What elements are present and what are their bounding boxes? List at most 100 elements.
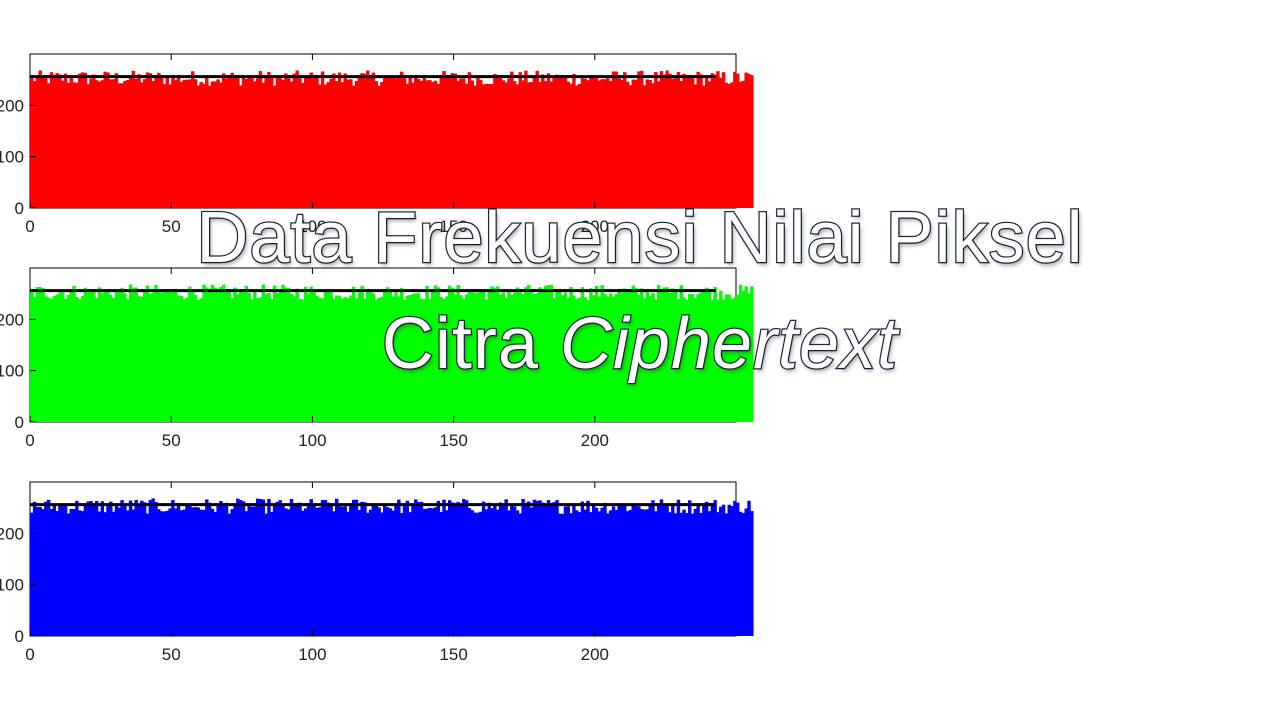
histogram-bar: [351, 286, 356, 422]
histogram-bar: [216, 503, 220, 636]
histogram-bar: [176, 75, 181, 208]
histogram-bar: [354, 80, 359, 208]
histogram-bars: [30, 284, 754, 422]
histogram-bar: [377, 507, 381, 636]
histogram-bar: [608, 293, 613, 422]
histogram-bar: [35, 506, 40, 636]
histogram-bar: [179, 510, 184, 636]
histogram-bar: [278, 290, 282, 422]
histogram-bar: [736, 73, 740, 208]
histogram-bar: [202, 509, 206, 636]
histogram-bar: [484, 299, 489, 422]
histogram-bar: [546, 73, 551, 208]
histogram-panel-3: 0 50 100 150 200 0 100 200: [0, 481, 754, 664]
histogram-bar: [332, 511, 336, 636]
histogram-bar: [142, 502, 147, 636]
histogram-bar: [738, 284, 743, 422]
histogram-bar: [484, 83, 489, 208]
histogram-bar: [230, 297, 234, 422]
histogram-bar: [261, 82, 265, 208]
histogram-bar: [258, 498, 263, 636]
histogram-bar: [83, 505, 88, 636]
histogram-bar: [501, 504, 506, 636]
histogram-bar: [603, 293, 607, 422]
x-tick-label: 50: [162, 645, 181, 664]
histogram-bar: [521, 293, 525, 422]
histogram-bar: [323, 84, 328, 208]
histogram-bar: [250, 75, 254, 208]
histogram-bar: [363, 73, 367, 209]
histogram-bar: [117, 507, 121, 636]
histogram-bar: [580, 287, 585, 422]
histogram-bar: [490, 286, 494, 422]
histogram-bar: [374, 81, 378, 208]
histogram-bar: [131, 70, 136, 208]
histogram-bar: [498, 75, 503, 208]
histogram-bar: [450, 287, 455, 422]
histogram-bar: [303, 286, 308, 422]
histogram-bar: [606, 296, 610, 422]
histogram-bar: [69, 508, 73, 636]
histogram-bar: [682, 509, 686, 636]
histogram-bar: [123, 504, 127, 636]
histogram-bar: [476, 292, 480, 422]
histogram-bar: [247, 503, 251, 636]
histogram-bar: [114, 290, 119, 422]
histogram-bar: [504, 82, 508, 208]
histogram-bar: [416, 293, 421, 422]
histogram-bar: [100, 80, 105, 208]
histogram-bar: [236, 75, 240, 208]
histogram-bar: [747, 73, 751, 208]
histogram-bar: [312, 504, 316, 636]
histogram-bar: [270, 298, 274, 422]
histogram-bar: [159, 75, 164, 208]
histogram-bar: [78, 510, 82, 636]
histogram-bar: [682, 73, 686, 209]
histogram-bar: [623, 72, 627, 208]
histogram-bar: [368, 509, 373, 636]
histogram-bar: [188, 286, 192, 422]
histogram-bar: [145, 285, 150, 422]
histogram-bar: [744, 508, 748, 636]
histogram-bar: [224, 78, 229, 208]
y-tick-label: 100: [0, 148, 24, 167]
histogram-bar: [521, 80, 525, 208]
histogram-bar: [258, 71, 263, 209]
histogram-bar: [210, 81, 215, 208]
histogram-bar: [713, 286, 717, 422]
histogram-bar: [620, 292, 624, 422]
histogram-bar: [459, 295, 463, 422]
histogram-bar: [662, 505, 666, 636]
histogram-bar: [185, 79, 189, 209]
histogram-bar: [134, 287, 138, 422]
histogram-bar: [543, 81, 548, 208]
histogram-bar: [639, 70, 644, 208]
histogram-bar: [320, 500, 325, 636]
histogram-bar: [385, 75, 390, 208]
histogram-bar: [591, 295, 596, 422]
histogram-bar: [69, 76, 73, 209]
histogram-bar: [38, 287, 42, 422]
histogram-bar: [32, 501, 37, 636]
histogram-bar: [368, 289, 373, 422]
histogram-bar: [724, 513, 729, 636]
histogram-bar: [278, 75, 282, 208]
histogram-bar: [493, 73, 497, 208]
histogram-bar: [165, 291, 169, 422]
histogram-bar: [566, 506, 570, 636]
histogram-bar: [182, 79, 186, 208]
histogram-bar: [442, 298, 446, 422]
histogram-bar: [140, 82, 144, 208]
histogram-bar: [219, 286, 223, 422]
histogram-bar: [614, 71, 618, 208]
histogram-bar: [360, 285, 364, 422]
histogram-bar: [750, 511, 754, 636]
histogram-bar: [388, 75, 393, 208]
histogram-bar: [250, 299, 254, 422]
histogram-bar: [230, 509, 234, 636]
histogram-bar: [295, 288, 299, 422]
histogram-bar: [620, 503, 624, 636]
histogram-bar: [428, 507, 432, 636]
histogram-bar: [716, 299, 720, 422]
histogram-bar: [560, 295, 565, 422]
